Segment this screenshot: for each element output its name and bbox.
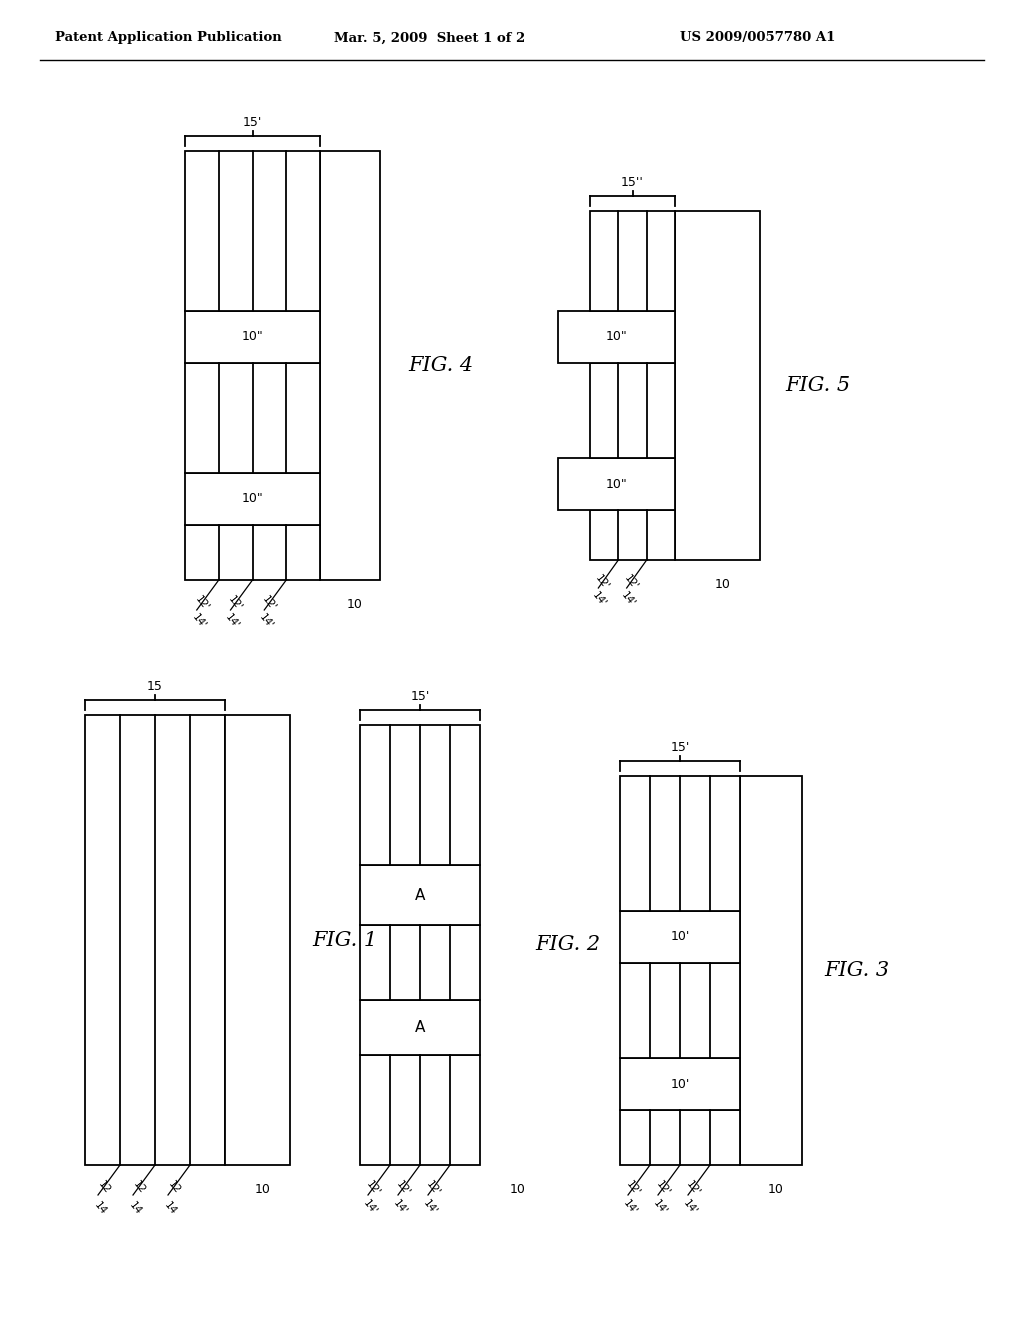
Text: 12: 12 <box>96 1179 112 1196</box>
Text: 10: 10 <box>510 1183 526 1196</box>
Text: 12': 12' <box>394 1179 412 1197</box>
Text: 10": 10" <box>242 492 263 506</box>
Bar <box>360 1001 480 1055</box>
Text: 14': 14' <box>189 612 208 631</box>
Bar <box>360 925 480 1001</box>
Text: 14': 14' <box>622 1199 639 1217</box>
Bar <box>360 865 480 925</box>
Text: 10": 10" <box>605 330 628 343</box>
Bar <box>620 1059 740 1110</box>
Text: 10: 10 <box>347 598 362 611</box>
Text: 12': 12' <box>260 594 279 612</box>
Bar <box>360 725 480 865</box>
Text: 14': 14' <box>618 590 637 610</box>
Text: 12': 12' <box>654 1179 672 1197</box>
Bar <box>225 715 290 1166</box>
Text: 12': 12' <box>226 594 245 612</box>
Bar <box>185 363 319 473</box>
Text: 14: 14 <box>92 1200 108 1216</box>
Text: Patent Application Publication: Patent Application Publication <box>55 32 282 45</box>
Text: 12': 12' <box>365 1179 382 1197</box>
Text: 12': 12' <box>622 573 640 591</box>
Text: 10": 10" <box>242 330 263 343</box>
Text: FIG. 4: FIG. 4 <box>408 356 473 375</box>
Text: 14': 14' <box>361 1199 379 1217</box>
Bar <box>185 312 319 363</box>
Text: 15': 15' <box>243 116 262 129</box>
Bar <box>558 312 675 363</box>
Text: 10: 10 <box>255 1183 270 1196</box>
Bar <box>740 776 802 1166</box>
Bar <box>360 1055 480 1166</box>
Text: FIG. 5: FIG. 5 <box>785 376 850 395</box>
Text: 12': 12' <box>594 573 611 591</box>
Bar <box>620 911 740 964</box>
Bar <box>620 964 740 1059</box>
Bar <box>85 715 225 1166</box>
Bar <box>675 211 760 560</box>
Bar <box>319 150 380 579</box>
Text: 12: 12 <box>166 1179 182 1196</box>
Bar <box>590 510 675 560</box>
Bar <box>185 473 319 525</box>
Text: 12': 12' <box>684 1179 702 1197</box>
Text: US 2009/0057780 A1: US 2009/0057780 A1 <box>680 32 836 45</box>
Text: 10': 10' <box>671 1077 690 1090</box>
Bar <box>185 150 319 312</box>
Text: FIG. 2: FIG. 2 <box>535 936 600 954</box>
Text: 10: 10 <box>768 1183 784 1196</box>
Text: 14': 14' <box>257 612 275 631</box>
Text: 12: 12 <box>131 1179 147 1196</box>
Text: 14': 14' <box>223 612 242 631</box>
Text: Mar. 5, 2009  Sheet 1 of 2: Mar. 5, 2009 Sheet 1 of 2 <box>335 32 525 45</box>
Text: 15'': 15'' <box>622 176 644 189</box>
Text: FIG. 1: FIG. 1 <box>312 931 377 949</box>
Bar <box>620 776 740 911</box>
Text: 12': 12' <box>625 1179 642 1197</box>
Text: 15': 15' <box>671 741 690 754</box>
Text: 10': 10' <box>671 931 690 944</box>
Text: 10: 10 <box>715 578 730 591</box>
Text: 14': 14' <box>421 1199 439 1217</box>
Text: 15: 15 <box>147 680 163 693</box>
Bar <box>590 363 675 458</box>
Text: 14': 14' <box>651 1199 669 1217</box>
Text: 12': 12' <box>424 1179 442 1197</box>
Bar <box>558 458 675 510</box>
Bar <box>590 211 675 312</box>
Text: 12': 12' <box>193 594 211 612</box>
Text: 14': 14' <box>391 1199 409 1217</box>
Bar <box>185 525 319 579</box>
Text: 14': 14' <box>591 590 608 610</box>
Bar <box>620 1110 740 1166</box>
Text: 14': 14' <box>681 1199 699 1217</box>
Text: 15': 15' <box>411 690 430 704</box>
Text: A: A <box>415 887 425 903</box>
Text: FIG. 3: FIG. 3 <box>824 961 889 979</box>
Text: 14: 14 <box>127 1200 143 1216</box>
Text: 14: 14 <box>162 1200 178 1216</box>
Text: A: A <box>415 1020 425 1035</box>
Text: 10": 10" <box>605 478 628 491</box>
